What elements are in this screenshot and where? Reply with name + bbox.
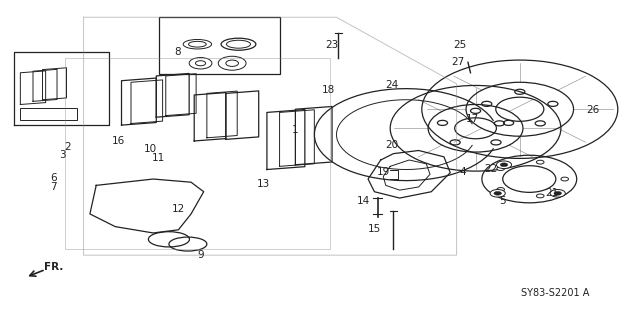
Text: 15: 15 bbox=[368, 224, 381, 234]
Circle shape bbox=[537, 194, 544, 198]
Circle shape bbox=[497, 161, 512, 169]
Bar bbox=[159, 17, 279, 74]
Circle shape bbox=[537, 160, 544, 164]
Text: 26: 26 bbox=[586, 105, 599, 115]
Text: 8: 8 bbox=[174, 47, 180, 57]
Text: 27: 27 bbox=[451, 57, 464, 67]
Text: 19: 19 bbox=[377, 167, 391, 177]
Text: 3: 3 bbox=[60, 150, 66, 160]
Text: 5: 5 bbox=[499, 196, 505, 206]
Circle shape bbox=[490, 189, 505, 197]
Text: 7: 7 bbox=[50, 182, 57, 192]
Circle shape bbox=[561, 177, 568, 181]
Bar bbox=[20, 108, 77, 120]
Circle shape bbox=[497, 188, 504, 191]
Circle shape bbox=[550, 189, 565, 197]
Text: 11: 11 bbox=[152, 153, 165, 164]
Text: 21: 21 bbox=[545, 188, 558, 198]
Text: 24: 24 bbox=[385, 80, 399, 91]
Text: 12: 12 bbox=[172, 204, 185, 214]
Text: 23: 23 bbox=[325, 40, 338, 50]
Circle shape bbox=[497, 167, 504, 171]
Text: 16: 16 bbox=[112, 136, 125, 146]
Text: 4: 4 bbox=[460, 167, 466, 177]
Circle shape bbox=[554, 191, 561, 195]
Text: 14: 14 bbox=[356, 196, 370, 206]
Text: 25: 25 bbox=[453, 40, 466, 50]
Text: FR.: FR. bbox=[44, 262, 64, 272]
Text: 10: 10 bbox=[144, 144, 156, 154]
Text: 20: 20 bbox=[385, 140, 399, 150]
Text: SY83-S2201 A: SY83-S2201 A bbox=[521, 288, 589, 298]
Circle shape bbox=[500, 163, 508, 167]
Text: 13: 13 bbox=[257, 179, 271, 189]
Text: 18: 18 bbox=[322, 84, 335, 95]
Text: 1: 1 bbox=[292, 125, 298, 135]
Text: 6: 6 bbox=[50, 173, 57, 183]
Text: 17: 17 bbox=[465, 114, 479, 124]
Text: 22: 22 bbox=[485, 164, 498, 174]
Circle shape bbox=[494, 191, 502, 195]
Text: 9: 9 bbox=[197, 250, 204, 260]
Text: 2: 2 bbox=[65, 142, 71, 152]
